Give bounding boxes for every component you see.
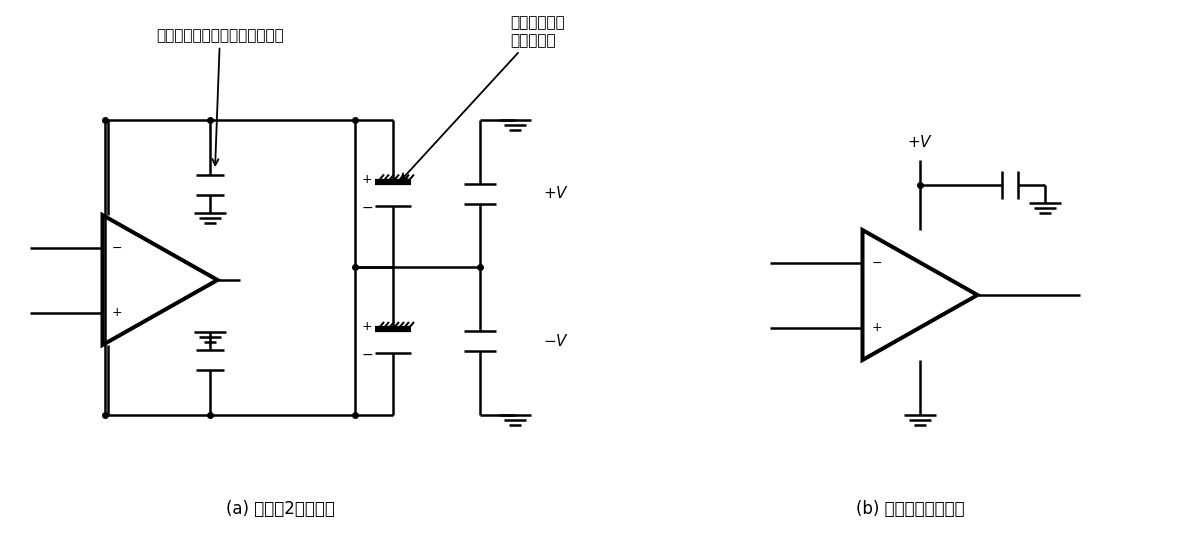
Text: $+$: $+$ bbox=[871, 321, 882, 334]
Text: (a) 基本的2电源方式: (a) 基本的2电源方式 bbox=[225, 500, 334, 518]
Text: (b) 使用单电源的情况: (b) 使用单电源的情况 bbox=[856, 500, 965, 518]
Text: −: − bbox=[361, 200, 372, 214]
Text: +$V$: +$V$ bbox=[907, 134, 932, 150]
Text: +: + bbox=[361, 320, 372, 333]
Text: 靠近运算放大器处接陶瓷电容器: 靠近运算放大器处接陶瓷电容器 bbox=[156, 28, 284, 165]
Text: −: − bbox=[361, 348, 372, 362]
Text: +: + bbox=[361, 173, 372, 186]
Text: $-V$: $-V$ bbox=[543, 333, 569, 349]
Text: +$V$: +$V$ bbox=[543, 186, 569, 201]
Text: $+$: $+$ bbox=[111, 306, 122, 319]
Text: 靠近电源处接
电解电容器: 靠近电源处接 电解电容器 bbox=[401, 16, 565, 180]
Text: $-$: $-$ bbox=[111, 241, 122, 254]
Text: $-$: $-$ bbox=[871, 256, 882, 269]
